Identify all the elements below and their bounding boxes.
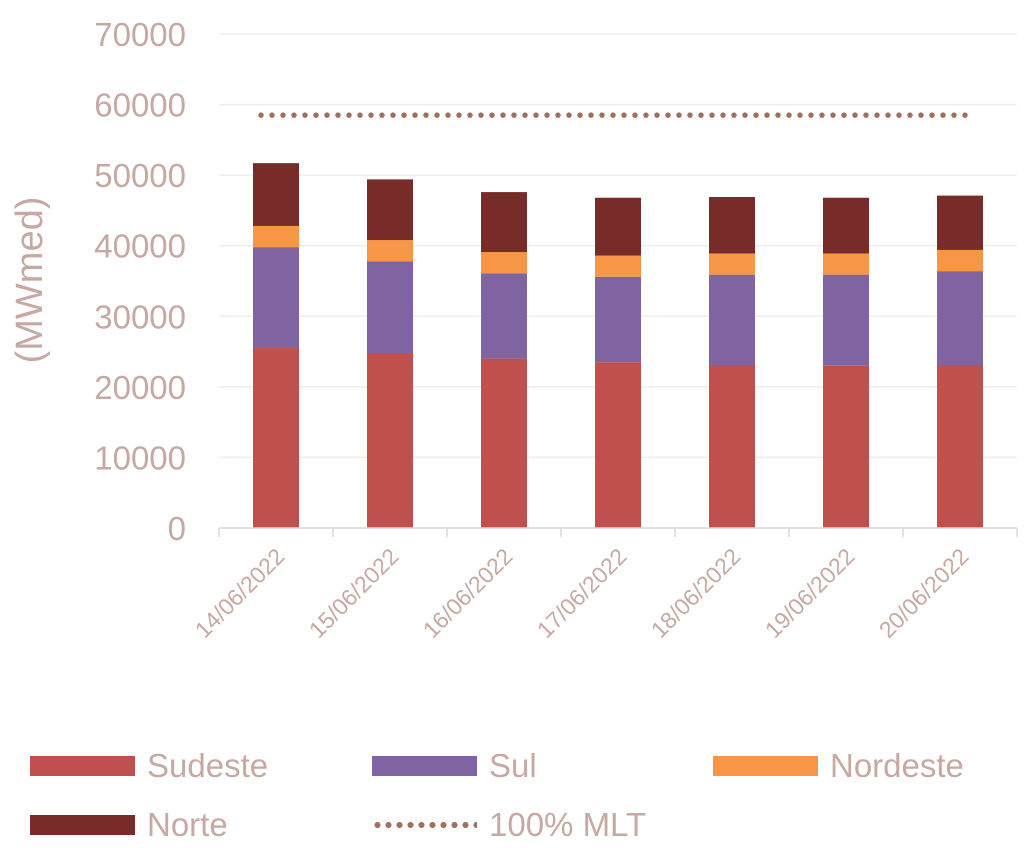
legend-swatch-100-mlt	[372, 821, 477, 829]
bar-sul-6	[937, 271, 983, 365]
bar-sudeste-3	[595, 362, 641, 528]
bars	[253, 163, 983, 528]
bar-norte-6	[937, 195, 983, 250]
legend-label-sudeste: Sudeste	[147, 747, 269, 784]
bar-sudeste-4	[709, 364, 755, 528]
x-axis	[218, 527, 1018, 537]
legend-item-sudeste: Sudeste	[30, 747, 268, 785]
x-tick-label: 14/06/2022	[190, 543, 290, 643]
stacked-bar-chart: 0 10000 20000 30000 40000 50000 60000 70000 (MW…	[9, 16, 1018, 643]
y-tick-label: 30000	[94, 298, 186, 335]
bar-norte-4	[709, 197, 755, 254]
bar-sul-1	[367, 261, 413, 353]
legend-label-norte: Norte	[147, 806, 228, 843]
legend-item-100-mlt: 100% MLT	[372, 806, 646, 844]
bar-sudeste-1	[367, 352, 413, 528]
x-tick-label: 16/06/2022	[418, 543, 518, 643]
y-tick-label: 10000	[94, 439, 186, 476]
legend-label-nordeste: Nordeste	[830, 747, 964, 784]
bar-sudeste-6	[937, 364, 983, 528]
x-axis-ticks: 14/06/2022 15/06/2022 16/06/2022 17/06/2022…	[190, 543, 974, 643]
legend-swatch-sul	[372, 756, 477, 776]
legend-swatch-nordeste	[713, 756, 818, 776]
bar-nordeste-0	[253, 225, 299, 248]
bar-nordeste-5	[823, 253, 869, 275]
bar-norte-5	[823, 197, 869, 254]
legend-swatch-norte	[30, 815, 135, 835]
y-tick-label: 20000	[94, 369, 186, 406]
bar-sudeste-0	[253, 348, 299, 528]
bar-sudeste-5	[823, 365, 869, 528]
y-tick-label: 70000	[94, 16, 186, 53]
y-tick-label: 0	[168, 510, 186, 547]
x-tick-label: 17/06/2022	[532, 543, 632, 643]
bar-sul-4	[709, 274, 755, 365]
y-tick-label: 50000	[94, 157, 186, 194]
y-tick-label: 40000	[94, 228, 186, 265]
bar-nordeste-2	[481, 252, 527, 274]
legend-item-sul: Sul	[372, 747, 537, 785]
bar-nordeste-4	[709, 253, 755, 275]
bar-sudeste-2	[481, 358, 527, 528]
bar-norte-1	[367, 179, 413, 241]
bar-norte-3	[595, 197, 641, 256]
bar-nordeste-3	[595, 255, 641, 277]
y-axis-label: (MWmed)	[9, 197, 51, 364]
legend-swatch-sudeste	[30, 756, 135, 776]
bar-nordeste-1	[367, 240, 413, 262]
y-axis-ticks: 0 10000 20000 30000 40000 50000 60000 70000	[94, 16, 186, 547]
legend-item-nordeste: Nordeste	[713, 747, 964, 785]
bar-sul-0	[253, 247, 299, 349]
legend-item-norte: Norte	[30, 806, 228, 844]
x-tick-label: 19/06/2022	[760, 543, 860, 643]
x-tick-label: 18/06/2022	[646, 543, 746, 643]
legend-label-sul: Sul	[489, 747, 537, 784]
bar-sul-2	[481, 273, 527, 359]
bar-norte-2	[481, 192, 527, 253]
bar-sul-5	[823, 274, 869, 366]
bar-norte-0	[253, 163, 299, 226]
y-tick-label: 60000	[94, 87, 186, 124]
legend-label-100-mlt: 100% MLT	[489, 806, 647, 843]
bar-sul-3	[595, 276, 641, 363]
bar-nordeste-6	[937, 249, 983, 272]
x-tick-label: 15/06/2022	[304, 543, 404, 643]
legend: Sudeste Sul Nordeste Norte 100% MLT	[0, 730, 1024, 855]
x-tick-label: 20/06/2022	[874, 543, 974, 643]
